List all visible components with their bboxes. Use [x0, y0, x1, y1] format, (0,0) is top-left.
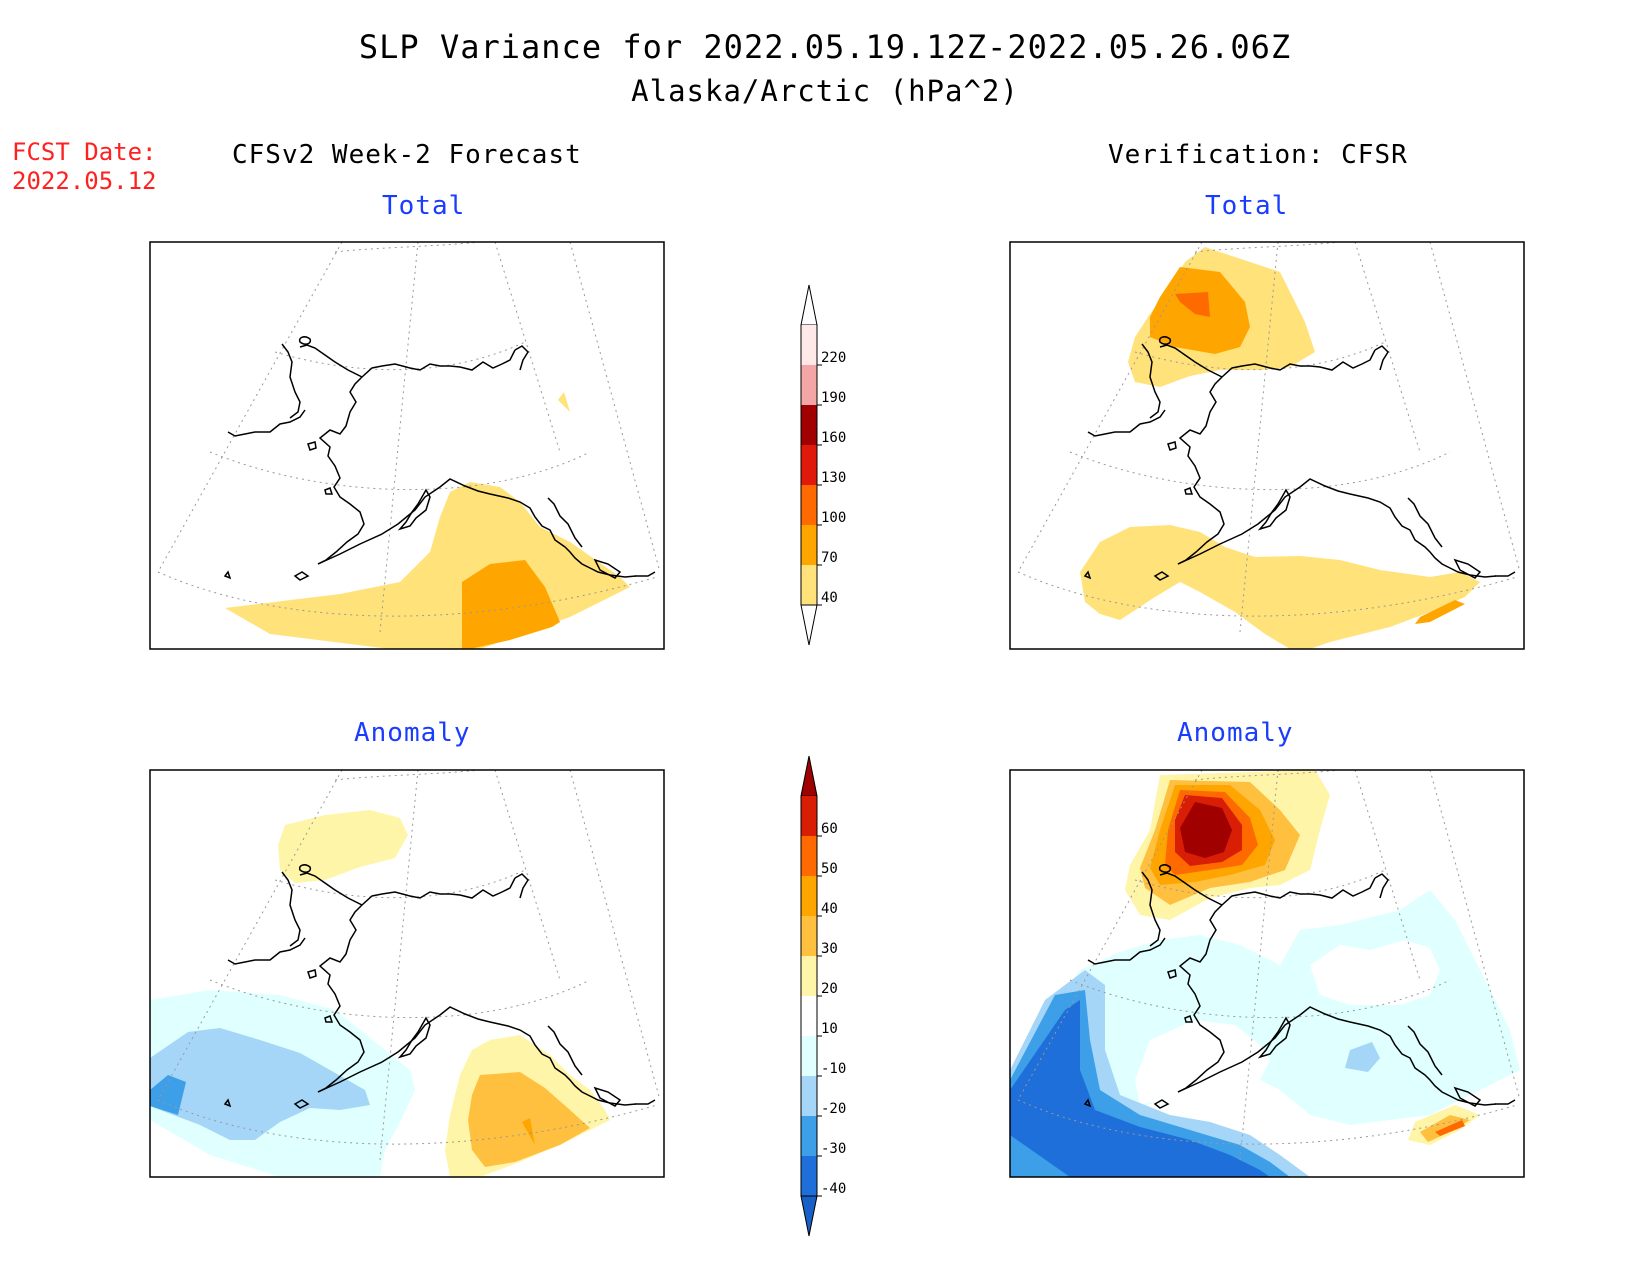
- total-colorbar-swatch: [801, 565, 817, 605]
- anomaly-colorbar-swatch: [801, 916, 817, 956]
- contour-above-60: [1180, 802, 1232, 858]
- total-colorbar-bottom-arrow: [800, 604, 818, 646]
- anomaly-colorbar-swatch: [801, 956, 817, 996]
- total-colorbar-swatch: [801, 485, 817, 525]
- contour-m30-m40: [150, 1075, 186, 1115]
- verification-anomaly-label: Anomaly: [1177, 718, 1294, 748]
- contour-neutral-hole: [1310, 940, 1440, 1005]
- main-subtitle: Alaska/Arctic (hPa^2): [631, 74, 1019, 108]
- contour-30-40: [522, 1118, 535, 1145]
- anomaly-colorbar-tick-label: 60: [821, 821, 838, 837]
- verification-column-heading: Verification: CFSR: [1108, 140, 1408, 170]
- anomaly-colorbar-tick-label: 30: [821, 941, 838, 957]
- anomaly-colorbar-tick-label: -10: [821, 1061, 846, 1077]
- verification-anomaly-map: [1010, 770, 1521, 1177]
- verification-total-map: [1017, 242, 1521, 649]
- total-colorbar-tick-label: 70: [821, 550, 838, 566]
- total-colorbar-top-arrow: [800, 284, 818, 326]
- anomaly-colorbar-tick-label: -40: [821, 1181, 846, 1197]
- anomaly-colorbar-swatch: [801, 876, 817, 916]
- total-colorbar: 220 190 160 130 100 70 40: [800, 284, 846, 646]
- anomaly-colorbar-swatch: [801, 796, 817, 836]
- total-colorbar-swatch: [801, 325, 817, 365]
- contour-below-m40: [1010, 1000, 1270, 1177]
- anomaly-colorbar-tick-label: 20: [821, 981, 838, 997]
- anomaly-colorbar-swatch: [801, 1156, 817, 1196]
- forecast-anomaly-map: [150, 770, 661, 1177]
- contour-100-130: [1175, 292, 1210, 317]
- total-colorbar-tick-label: 130: [821, 470, 846, 486]
- forecast-total-map: [157, 242, 661, 649]
- verification-anomaly-frame: [1009, 769, 1525, 1178]
- total-colorbar-swatch: [801, 445, 817, 485]
- contour-m20-m30: [1345, 1042, 1380, 1072]
- total-colorbar-tick-label: 220: [821, 350, 846, 366]
- total-colorbar-tick-label: 160: [821, 430, 846, 446]
- verification-total-label: Total: [1205, 191, 1289, 221]
- forecast-anomaly-frame: [149, 769, 665, 1178]
- contour-70-100: [462, 560, 560, 649]
- anomaly-colorbar-tick-label: 50: [821, 861, 838, 877]
- forecast-date-label: FCST Date:: [12, 138, 157, 166]
- total-colorbar-tick-label: 40: [821, 590, 838, 606]
- anomaly-colorbar-swatch: [801, 1116, 817, 1156]
- forecast-date: FCST Date: 2022.05.12: [12, 138, 157, 196]
- anomaly-colorbar-swatch: [801, 1036, 817, 1076]
- anomaly-colorbar-tick-label: 10: [821, 1021, 838, 1037]
- contour-neutral-hole: [1135, 1020, 1270, 1105]
- contour-40-50: [1435, 1120, 1465, 1136]
- contour-40-70: [1080, 525, 1480, 649]
- anomaly-colorbar-bottom-arrow: [800, 1195, 818, 1237]
- forecast-column-heading: CFSv2 Week-2 Forecast: [232, 140, 582, 170]
- anomaly-colorbar-top-arrow: [800, 755, 818, 797]
- anomaly-colorbar-tick-label: -20: [821, 1101, 846, 1117]
- anomaly-colorbar-tick-label: 40: [821, 901, 838, 917]
- forecast-total-label: Total: [382, 191, 466, 221]
- main-title: SLP Variance for 2022.05.19.12Z-2022.05.…: [358, 28, 1292, 66]
- verification-total-frame: [1009, 241, 1525, 650]
- anomaly-colorbar-swatch: [801, 836, 817, 876]
- forecast-anomaly-label: Anomaly: [354, 718, 471, 748]
- anomaly-colorbar-swatch: [801, 996, 817, 1036]
- contour-40-70-small: [558, 392, 570, 412]
- contour-10-20: [278, 810, 408, 883]
- contour-70-100: [1415, 600, 1465, 624]
- anomaly-colorbar-tick-label: -30: [821, 1141, 846, 1157]
- total-colorbar-swatch: [801, 405, 817, 445]
- forecast-total-frame: [149, 241, 665, 650]
- forecast-date-value: 2022.05.12: [12, 167, 157, 195]
- total-colorbar-swatch: [801, 525, 817, 565]
- total-colorbar-tick-label: 100: [821, 510, 846, 526]
- anomaly-colorbar: 60 50 40 30 20 10 -10 -20 -30 -40: [800, 755, 846, 1237]
- total-colorbar-swatch: [801, 365, 817, 405]
- total-colorbar-tick-label: 190: [821, 390, 846, 406]
- contour-m20-m30: [150, 1028, 370, 1140]
- anomaly-colorbar-swatch: [801, 1076, 817, 1116]
